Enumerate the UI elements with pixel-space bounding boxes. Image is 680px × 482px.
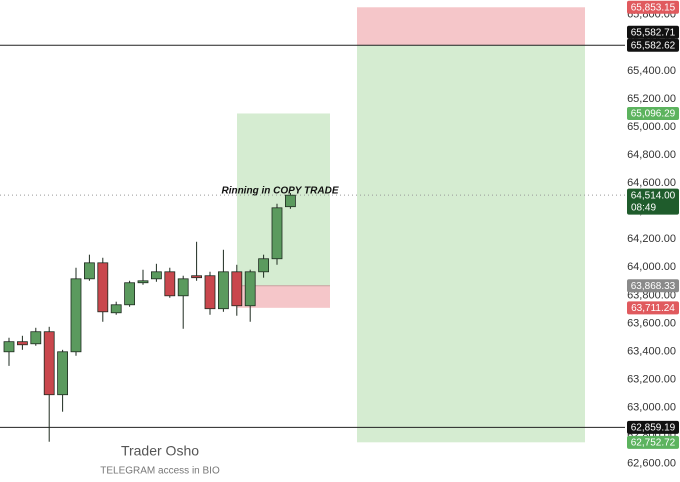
candle-body xyxy=(3,341,15,353)
price-tag xyxy=(627,279,679,293)
y-tick-label: 63,600.00 xyxy=(627,317,676,329)
price-tag xyxy=(627,188,679,215)
candle-body xyxy=(57,351,68,396)
price-tag xyxy=(627,25,679,39)
price-tag-label: 63,868.33 xyxy=(631,281,676,292)
y-tick-label: 63,000.00 xyxy=(627,402,676,414)
candle-body xyxy=(124,282,135,306)
position-zone xyxy=(357,45,585,443)
annotation: Rinning in COPY TRADE xyxy=(221,186,338,197)
y-tick-label: 63,400.00 xyxy=(627,345,676,357)
watermark-title: Trader Osho xyxy=(121,443,199,459)
price-tag xyxy=(627,38,679,52)
candle-body xyxy=(231,271,243,307)
price-tag-label: 65,853.15 xyxy=(631,2,676,13)
y-tick-label: 65,400.00 xyxy=(627,65,676,77)
position-zone xyxy=(357,7,585,46)
candle-body xyxy=(217,271,229,310)
candle-body xyxy=(110,304,122,314)
candle-body xyxy=(271,207,283,260)
position-zone xyxy=(237,113,330,286)
candle-body xyxy=(16,341,28,346)
candle-body xyxy=(70,278,82,353)
y-tick-label: 62,600.00 xyxy=(627,458,676,470)
watermark-subtitle: TELEGRAM access in BIO xyxy=(100,466,220,477)
price-tag xyxy=(627,301,679,315)
candle-body xyxy=(43,331,55,396)
candle-body xyxy=(244,271,256,307)
price-tag xyxy=(627,420,679,434)
price-tag-label: 63,711.24 xyxy=(631,303,675,314)
y-tick-label: 64,000.00 xyxy=(627,261,676,273)
y-tick-label: 64,800.00 xyxy=(627,149,676,161)
candle-body xyxy=(84,262,95,280)
candle-body xyxy=(204,275,216,310)
candle-body xyxy=(97,262,109,313)
y-tick-label: 65,200.00 xyxy=(627,93,676,105)
candle-body xyxy=(150,271,162,280)
candle-body xyxy=(284,194,296,208)
candle-body xyxy=(177,278,189,297)
price-tag-label: 62,859.19 xyxy=(631,423,676,434)
price-tag xyxy=(627,435,679,449)
price-tag-label: 65,582.71 xyxy=(631,27,676,38)
price-tag-label: 65,582.62 xyxy=(631,40,676,51)
candle-body xyxy=(258,258,270,273)
y-tick-label: 65,000.00 xyxy=(627,121,676,133)
price-tag-countdown: 08:49 xyxy=(631,202,656,213)
candle-body xyxy=(191,275,203,279)
price-tag-label: 64,514.00 xyxy=(631,190,676,201)
candle-body xyxy=(164,271,176,297)
candle-body xyxy=(30,331,42,345)
price-tag xyxy=(627,0,679,14)
y-tick-label: 63,200.00 xyxy=(627,373,676,385)
price-tag-label: 62,752.72 xyxy=(631,437,676,448)
price-tag xyxy=(627,106,679,120)
position-zone xyxy=(237,285,330,308)
y-tick-label: 64,200.00 xyxy=(627,233,676,245)
candle-body xyxy=(137,280,149,284)
y-tick-label: 65,800.00 xyxy=(627,9,676,21)
price-tag-label: 65,096.29 xyxy=(631,109,676,120)
y-tick-label: 64,600.00 xyxy=(627,177,676,189)
